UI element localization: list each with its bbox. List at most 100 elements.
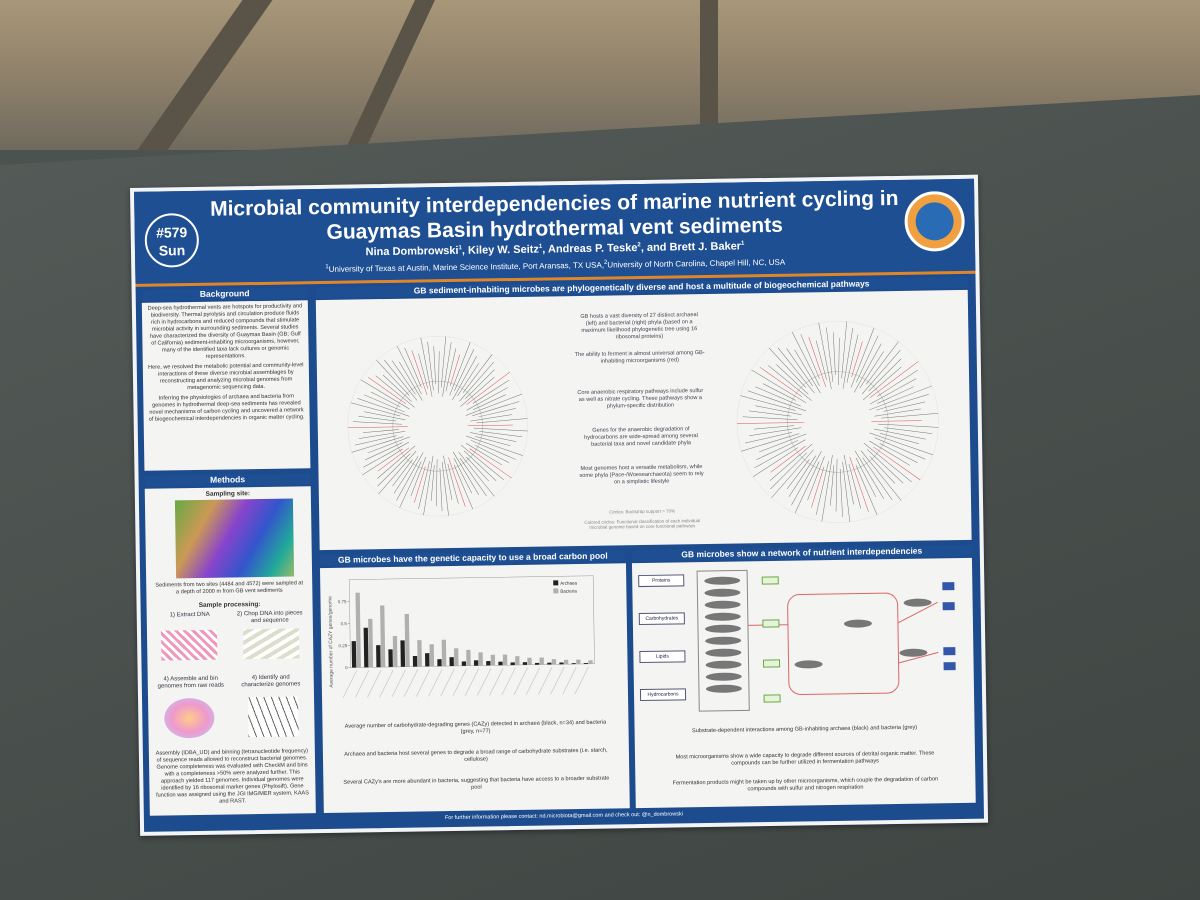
bar — [400, 640, 406, 667]
x-label-placeholder — [403, 669, 419, 697]
tree-branch — [747, 390, 807, 412]
paragraph: Here, we resolved the metabolic potentia… — [148, 362, 304, 392]
illustration — [248, 696, 299, 738]
x-label-placeholder — [452, 668, 467, 697]
tree-branch — [771, 449, 814, 499]
tree-branch — [871, 420, 922, 422]
bar — [412, 655, 418, 667]
tree-branch — [435, 459, 438, 507]
badge-number: #579 — [155, 224, 188, 241]
tree-branch — [883, 401, 926, 412]
tree-branch — [839, 468, 843, 518]
tree-branch — [479, 431, 523, 437]
tree-branch — [851, 341, 863, 378]
tree-branch — [850, 327, 875, 388]
tree-branch — [476, 418, 528, 424]
tree-branch — [347, 426, 408, 428]
tree-branch — [874, 408, 921, 417]
step: 4) Identify and characterize genomes — [241, 674, 301, 689]
product-boxes — [761, 576, 781, 703]
illustration — [160, 629, 218, 661]
tree-branch — [876, 393, 929, 411]
tree-branch — [447, 463, 459, 504]
tree-branch — [873, 446, 921, 481]
tree-branch — [442, 342, 452, 397]
methods-box: Sampling site: Sediments from two sites … — [144, 486, 316, 816]
tree-branch — [756, 440, 799, 460]
tree-branch — [460, 444, 504, 480]
tree-branch — [736, 422, 805, 424]
tree-branch — [838, 337, 840, 385]
tree-branch — [414, 466, 426, 503]
tree-branch — [378, 450, 417, 495]
x-label-placeholder — [537, 667, 553, 695]
tree-branch — [755, 386, 801, 407]
bar — [473, 660, 479, 666]
tree-branch — [457, 363, 479, 397]
bar — [551, 659, 557, 665]
tree-branch — [466, 435, 523, 456]
tree-branch — [853, 343, 882, 393]
tree-branch — [427, 341, 434, 391]
tree-branch — [754, 425, 795, 430]
bar — [588, 660, 593, 664]
note: Core anaerobic respiratory pathways incl… — [577, 388, 704, 410]
phylogenetic-trees — [347, 320, 939, 523]
y-tick-label: 0.25 — [338, 643, 347, 648]
tree-branch — [865, 341, 899, 385]
tree-branch — [440, 336, 447, 388]
tree-branch — [884, 427, 933, 434]
tree-branch — [396, 452, 424, 501]
author-name: Kiley W. Seitz — [467, 243, 540, 257]
tree-branch — [877, 386, 915, 404]
tree-branch — [350, 402, 401, 417]
tree-branch — [762, 383, 796, 401]
tree-branch — [867, 449, 904, 484]
tree-branch — [869, 385, 933, 411]
tree-branch — [466, 387, 508, 411]
tree-branch — [770, 445, 806, 473]
tree-branch — [740, 395, 796, 411]
caption: Fermentation products might be taken up … — [672, 776, 939, 793]
tree-branch — [811, 466, 825, 508]
background-box: Deep-sea hydrothermal vents are hotspots… — [141, 300, 311, 471]
poster: Microbial community interdependencies of… — [130, 174, 989, 836]
bar — [559, 662, 564, 665]
author: and Brett J. Baker1 — [647, 240, 745, 253]
tree-branch — [460, 376, 495, 407]
logo-inner — [915, 202, 954, 241]
section-heading: Background — [141, 287, 308, 301]
bar — [351, 641, 357, 668]
tree-branch — [404, 347, 422, 388]
poster-title: Microbial community interdependencies of… — [209, 186, 899, 244]
paragraph: Deep-sea hydrothermal vents are hotspots… — [147, 303, 303, 360]
legend-swatch — [553, 580, 559, 586]
tree-branch — [393, 456, 419, 494]
tree-branch — [800, 334, 820, 379]
tree-branch — [869, 440, 910, 466]
tree-branch — [777, 347, 815, 394]
tree-branch — [351, 436, 404, 453]
acceptor-boxes — [942, 582, 956, 671]
tree-branch — [452, 356, 477, 401]
tree-branch — [786, 348, 813, 387]
tree-branch — [465, 393, 522, 416]
bar — [461, 661, 467, 666]
tree-branch — [368, 377, 407, 404]
tree-branch — [396, 345, 422, 395]
author: Andreas P. Teske2, — [547, 241, 648, 256]
author-name: Nina Dombrowski — [365, 244, 459, 259]
tree-branch — [807, 456, 825, 501]
tree-branch — [358, 416, 397, 422]
tree-branch — [881, 413, 939, 419]
tree-branch — [861, 350, 901, 395]
tree-branch — [478, 408, 516, 418]
illustration — [242, 628, 300, 660]
author-affiliation: 1 — [538, 243, 543, 250]
tree-branch — [377, 453, 411, 487]
x-label-placeholder — [354, 670, 370, 698]
methods-text: Assembly (IDBA_UD) and binning (tetranuc… — [155, 748, 310, 805]
tree-branch — [452, 451, 480, 495]
tree-branch — [438, 351, 440, 394]
step: 1) Extract DNA — [169, 611, 210, 619]
